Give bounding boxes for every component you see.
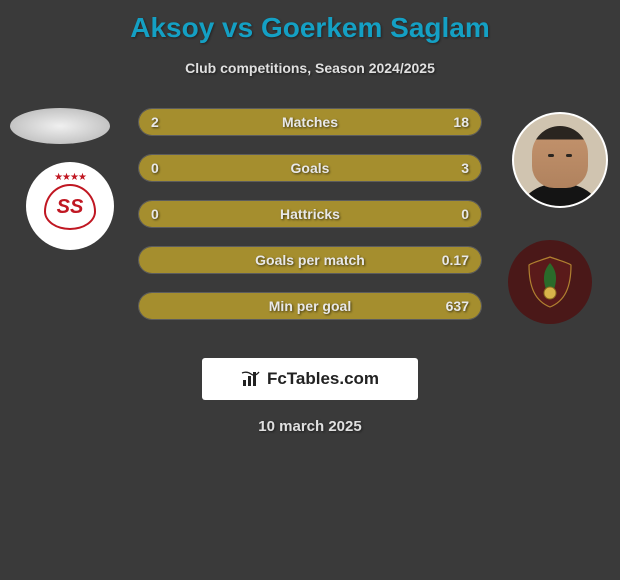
club-left-code: SS	[57, 197, 84, 217]
club-right-badge	[508, 240, 592, 324]
stat-label: Goals	[291, 160, 330, 176]
page-title: Aksoy vs Goerkem Saglam	[0, 0, 620, 44]
stat-label: Matches	[282, 114, 338, 130]
stat-right-value: 637	[446, 298, 469, 314]
club-left-stars: ★★★★	[38, 174, 102, 182]
chart-bar-icon	[241, 370, 261, 388]
stat-right-value: 0	[461, 206, 469, 222]
stat-left-value: 0	[151, 160, 159, 176]
player-right-avatar	[512, 112, 608, 208]
stat-bar: 0 Goals 3	[138, 154, 482, 182]
subtitle: Club competitions, Season 2024/2025	[0, 60, 620, 76]
stat-left-value: 0	[151, 206, 159, 222]
stat-bar: Goals per match 0.17	[138, 246, 482, 274]
club-left-badge: ★★★★ SS	[26, 162, 114, 250]
player-left-avatar	[10, 108, 110, 144]
stat-right-value: 0.17	[442, 252, 469, 268]
footer-date: 10 march 2025	[0, 418, 620, 435]
stat-right-value: 3	[461, 160, 469, 176]
stat-right-value: 18	[453, 114, 469, 130]
stat-label: Min per goal	[269, 298, 351, 314]
brand-badge: FcTables.com	[202, 358, 418, 400]
compare-region: ★★★★ SS 2 Matches 18 0 Goals 3 0 Hattricks 0 Goal…	[0, 108, 620, 348]
stat-bar: 2 Matches 18	[138, 108, 482, 136]
stat-label: Goals per match	[255, 252, 365, 268]
stat-bars: 2 Matches 18 0 Goals 3 0 Hattricks 0 Goals per ma…	[138, 108, 482, 338]
brand-text: FcTables.com	[267, 369, 379, 389]
stat-label: Hattricks	[280, 206, 340, 222]
stat-bar: 0 Hattricks 0	[138, 200, 482, 228]
stat-left-value: 2	[151, 114, 159, 130]
stat-bar: Min per goal 637	[138, 292, 482, 320]
